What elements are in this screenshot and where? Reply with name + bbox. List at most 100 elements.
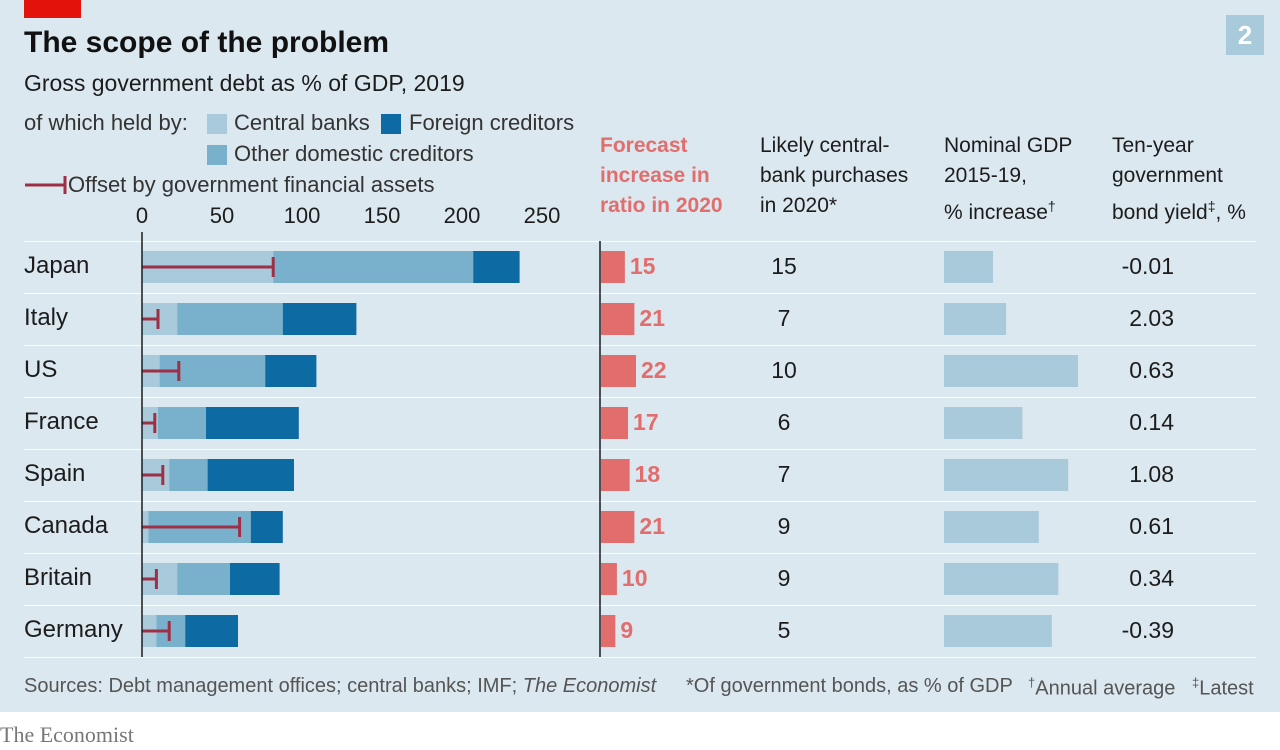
forecast-value-label: 10: [621, 565, 648, 591]
forecast-value-label: 15: [629, 253, 656, 279]
bar-gdp: [944, 303, 1007, 335]
row-separator: [24, 657, 1256, 658]
bar-foreign-creditors: [473, 251, 520, 283]
bar-gdp: [944, 563, 1059, 595]
bar-other-domestic: [177, 303, 283, 335]
row-label: Spain: [24, 460, 86, 487]
bar-forecast: [601, 615, 616, 647]
row-label: US: [24, 356, 58, 383]
row-label: Canada: [24, 512, 109, 539]
yield-header-mark: ‡: [1207, 198, 1216, 214]
bar-other-domestic: [169, 459, 208, 491]
footer-note-bonds: *Of government bonds, as % of GDP: [686, 675, 1013, 697]
row-separator: [24, 501, 1256, 502]
gdp-header-line1: Nominal GDP 2015-19,: [944, 134, 1072, 187]
row-separator: [24, 605, 1256, 606]
bar-gdp: [944, 511, 1039, 543]
x-tick-label: 100: [283, 203, 321, 228]
row-label: Britain: [24, 564, 93, 591]
yield-value: -0.01: [1121, 253, 1174, 279]
bar-foreign-creditors: [265, 355, 317, 387]
yield-header-unit: , %: [1215, 201, 1246, 224]
row-separator: [24, 241, 1256, 242]
row-label: Italy: [24, 304, 69, 331]
bar-foreign-creditors: [250, 511, 283, 543]
footer-sources: Sources: Debt management offices; centra…: [24, 675, 656, 698]
bar-other-domestic: [273, 251, 474, 283]
bar-foreign-creditors: [206, 407, 299, 439]
bar-foreign-creditors: [185, 615, 238, 647]
yield-value: 2.03: [1129, 305, 1174, 331]
column-header-gdp: Nominal GDP 2015-19, % increase†: [944, 131, 1104, 228]
legend-swatch-foreign-creditors: [381, 114, 401, 134]
legend-label-other-domestic: Other domestic creditors: [234, 141, 474, 166]
legend-label-foreign-creditors: Foreign creditors: [409, 110, 575, 135]
forecast-value-label: 21: [639, 305, 665, 331]
bar-gdp: [944, 459, 1069, 491]
row-separator: [24, 397, 1256, 398]
x-tick-label: 250: [523, 203, 561, 228]
purchases-value: 6: [777, 409, 791, 435]
row-label: Germany: [24, 616, 123, 643]
yield-value: 0.34: [1129, 565, 1174, 591]
gdp-header-mark: †: [1047, 198, 1056, 214]
chart-subtitle: Gross government debt as % of GDP, 2019: [24, 70, 465, 96]
bar-gdp: [944, 251, 994, 283]
x-tick-label: 200: [443, 203, 481, 228]
bar-foreign-creditors: [282, 303, 357, 335]
bar-other-domestic: [158, 407, 206, 439]
yield-value: 0.61: [1129, 513, 1174, 539]
bar-foreign-creditors: [230, 563, 280, 595]
bar-forecast: [601, 303, 635, 335]
purchases-value: 9: [777, 513, 791, 539]
bar-forecast: [601, 407, 629, 439]
legend-held-by-label: of which held by:: [24, 110, 188, 135]
economist-red-flag: [24, 0, 81, 18]
row-separator: [24, 449, 1256, 450]
row-separator: [24, 553, 1256, 554]
footer-note-latest-mark: ‡: [1192, 675, 1200, 690]
yield-value: 0.63: [1129, 357, 1174, 383]
gdp-header-line2: % increase: [944, 201, 1048, 224]
bar-gdp: [944, 615, 1052, 647]
purchases-value: 5: [777, 617, 791, 643]
purchases-value: 15: [771, 253, 797, 279]
bar-gdp: [944, 407, 1023, 439]
purchases-value: 9: [777, 565, 791, 591]
yield-header-line2: bond yield: [1112, 201, 1208, 224]
forecast-value-label: 9: [620, 617, 634, 643]
chart-svg: [141, 232, 1078, 657]
yield-value: -0.39: [1121, 617, 1174, 643]
brand-wordmark: The Economist: [0, 722, 134, 747]
x-tick-label: 150: [363, 203, 401, 228]
row-label: France: [24, 408, 99, 435]
footer-sources-text: Sources: Debt management offices; centra…: [24, 675, 523, 697]
row-separator: [24, 345, 1256, 346]
chart-number-badge: 2: [1226, 15, 1264, 55]
yield-value: 1.08: [1129, 461, 1174, 487]
column-header-forecast: Forecast increase in ratio in 2020: [600, 134, 723, 217]
purchases-value: 7: [777, 461, 791, 487]
yield-value: 0.14: [1129, 409, 1174, 435]
purchases-value: 7: [777, 305, 791, 331]
forecast-value-label: 22: [641, 357, 667, 383]
bar-other-domestic: [177, 563, 230, 595]
footer-sources-italic: The Economist: [522, 675, 657, 697]
forecast-value-label: 17: [633, 409, 659, 435]
bar-forecast: [601, 511, 635, 543]
footer-note-latest: ‡Latest: [1192, 675, 1254, 701]
chart-title: The scope of the problem: [24, 26, 390, 59]
footer-note-annual-mark: †: [1028, 675, 1036, 690]
footer-note-annual-text: Annual average: [1035, 677, 1176, 700]
legend-offset-marker: [25, 176, 67, 194]
legend-swatch-central-banks: [207, 114, 227, 134]
row-separator: [24, 293, 1256, 294]
bar-gdp: [944, 355, 1078, 387]
forecast-value-label: 18: [634, 461, 661, 487]
footer-note-annual: †Annual average: [1028, 675, 1175, 701]
column-header-purchases: Likely central-bank purchases in 2020*: [760, 134, 909, 217]
legend-label-central-banks: Central banks: [234, 110, 370, 135]
bar-forecast: [601, 251, 625, 283]
bar-forecast: [601, 563, 617, 595]
x-tick-label: 50: [209, 203, 235, 228]
